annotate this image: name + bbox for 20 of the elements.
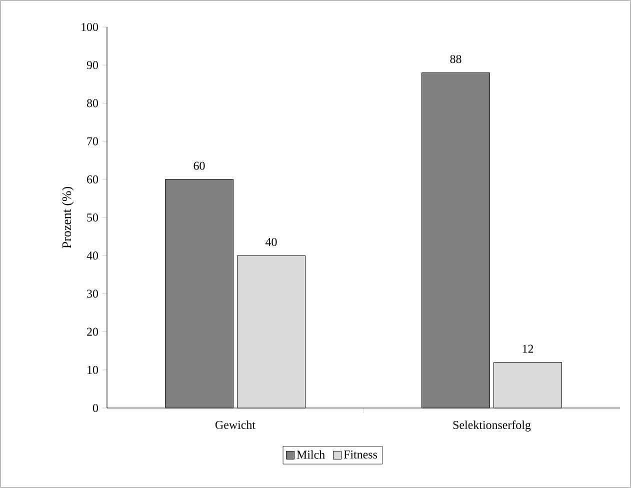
- legend-label: Fitness: [344, 450, 378, 458]
- y-tick-label: 30: [87, 290, 98, 298]
- x-tick-label: Gewicht: [215, 420, 256, 429]
- data-label: 12: [522, 344, 534, 353]
- y-tick-label: 80: [86, 99, 98, 108]
- x-tick-label: Selektionserfolg: [453, 420, 531, 432]
- y-tick-label: 50: [87, 213, 98, 222]
- y-tick-label: 40: [86, 252, 98, 260]
- legend-label: Milch: [296, 450, 325, 459]
- y-tick-label: 20: [87, 328, 98, 336]
- data-label: 40: [266, 238, 277, 246]
- y-tick-label: 70: [87, 137, 98, 146]
- y-tick-label: 10: [88, 366, 98, 374]
- y-tick-label: 60: [87, 175, 98, 184]
- data-label: 60: [194, 162, 205, 170]
- y-tick-label: 90: [86, 61, 98, 70]
- y-axis-title: Prozent (%): [62, 186, 74, 248]
- y-tick-label: 100: [82, 22, 98, 32]
- y-tick-label: 0: [92, 404, 98, 412]
- data-label: 88: [450, 55, 462, 64]
